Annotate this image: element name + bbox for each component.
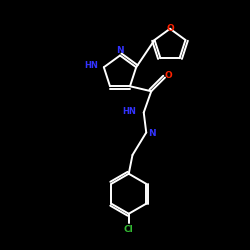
Text: O: O xyxy=(164,70,172,80)
Text: Cl: Cl xyxy=(124,225,134,234)
Text: HN: HN xyxy=(122,107,136,116)
Text: O: O xyxy=(166,24,174,33)
Text: HN: HN xyxy=(84,61,98,70)
Text: N: N xyxy=(148,129,156,138)
Text: N: N xyxy=(116,46,124,55)
